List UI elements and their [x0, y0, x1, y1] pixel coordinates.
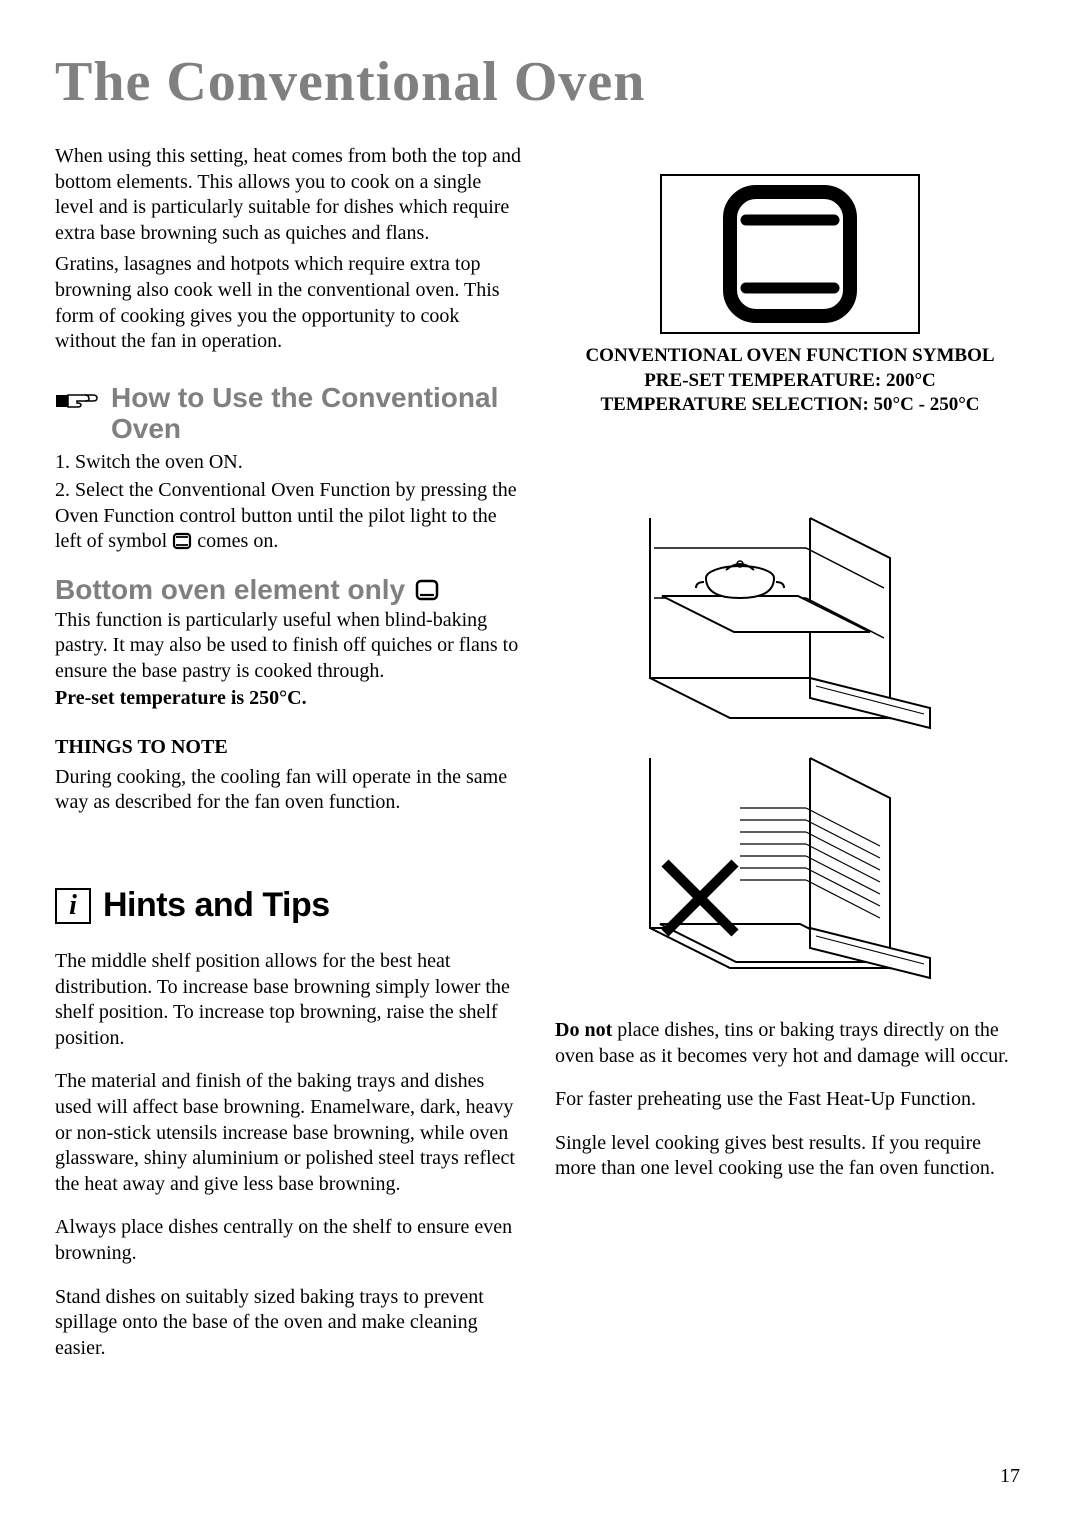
fast-heat-paragraph: For faster preheating use the Fast Heat-…	[555, 1087, 1025, 1113]
conventional-oven-symbol-illustration	[660, 174, 920, 334]
oven-symbol-inline-icon	[172, 532, 192, 550]
intro-paragraph-2: Gratins, lasagnes and hotpots which requ…	[55, 252, 525, 354]
bottom-element-icon	[415, 579, 439, 601]
oven-correct-placement-illustration	[630, 508, 950, 738]
pointing-hand-icon	[55, 387, 99, 415]
page-title: The Conventional Oven	[55, 50, 1025, 114]
things-to-note-heading: THINGS TO NOTE	[55, 736, 525, 759]
hints-p1: The middle shelf position allows for the…	[55, 949, 525, 1051]
howto-step-1: 1. Switch the oven ON.	[55, 450, 525, 476]
how-to-heading: How to Use the Conventional Oven	[111, 383, 525, 445]
do-not-rest: place dishes, tins or baking trays direc…	[555, 1019, 1009, 1067]
single-level-paragraph: Single level cooking gives best results.…	[555, 1131, 1025, 1182]
hints-p2: The material and finish of the baking tr…	[55, 1069, 525, 1197]
bottom-element-heading-row: Bottom oven element only	[55, 575, 525, 606]
info-icon: i	[55, 888, 91, 924]
do-not-paragraph: Do not place dishes, tins or baking tray…	[555, 1018, 1025, 1069]
two-column-layout: When using this setting, heat comes from…	[55, 144, 1025, 1363]
bottom-element-preset-temp: Pre-set temperature is 250°C.	[55, 686, 525, 712]
oven-wrong-placement-illustration	[630, 748, 950, 988]
intro-paragraph-1: When using this setting, heat comes from…	[55, 144, 525, 246]
bottom-element-p1: This function is particularly useful whe…	[55, 608, 525, 685]
howto-step-2: 2. Select the Conventional Oven Function…	[55, 478, 525, 555]
symbol-caption: CONVENTIONAL OVEN FUNCTION SYMBOL PRE-SE…	[555, 344, 1025, 418]
symbol-caption-line-3: TEMPERATURE SELECTION: 50°C - 250°C	[555, 393, 1025, 418]
things-to-note-text: During cooking, the cooling fan will ope…	[55, 765, 525, 816]
hints-heading: Hints and Tips	[103, 886, 330, 925]
hints-p3: Always place dishes centrally on the she…	[55, 1215, 525, 1266]
left-column: When using this setting, heat comes from…	[55, 144, 525, 1363]
howto-step-2-text-b: comes on.	[192, 530, 278, 552]
how-to-heading-row: How to Use the Conventional Oven	[55, 383, 525, 445]
right-column: CONVENTIONAL OVEN FUNCTION SYMBOL PRE-SE…	[555, 144, 1025, 1363]
symbol-caption-line-1: CONVENTIONAL OVEN FUNCTION SYMBOL	[555, 344, 1025, 369]
hints-p4: Stand dishes on suitably sized baking tr…	[55, 1285, 525, 1362]
page-number: 17	[1000, 1465, 1020, 1488]
bottom-element-heading: Bottom oven element only	[55, 575, 405, 606]
hints-heading-row: i Hints and Tips	[55, 886, 525, 925]
symbol-caption-line-2: PRE-SET TEMPERATURE: 200°C	[555, 369, 1025, 394]
howto-step-2-text-a: 2. Select the Conventional Oven Function…	[55, 479, 517, 552]
do-not-bold: Do not	[555, 1019, 612, 1041]
